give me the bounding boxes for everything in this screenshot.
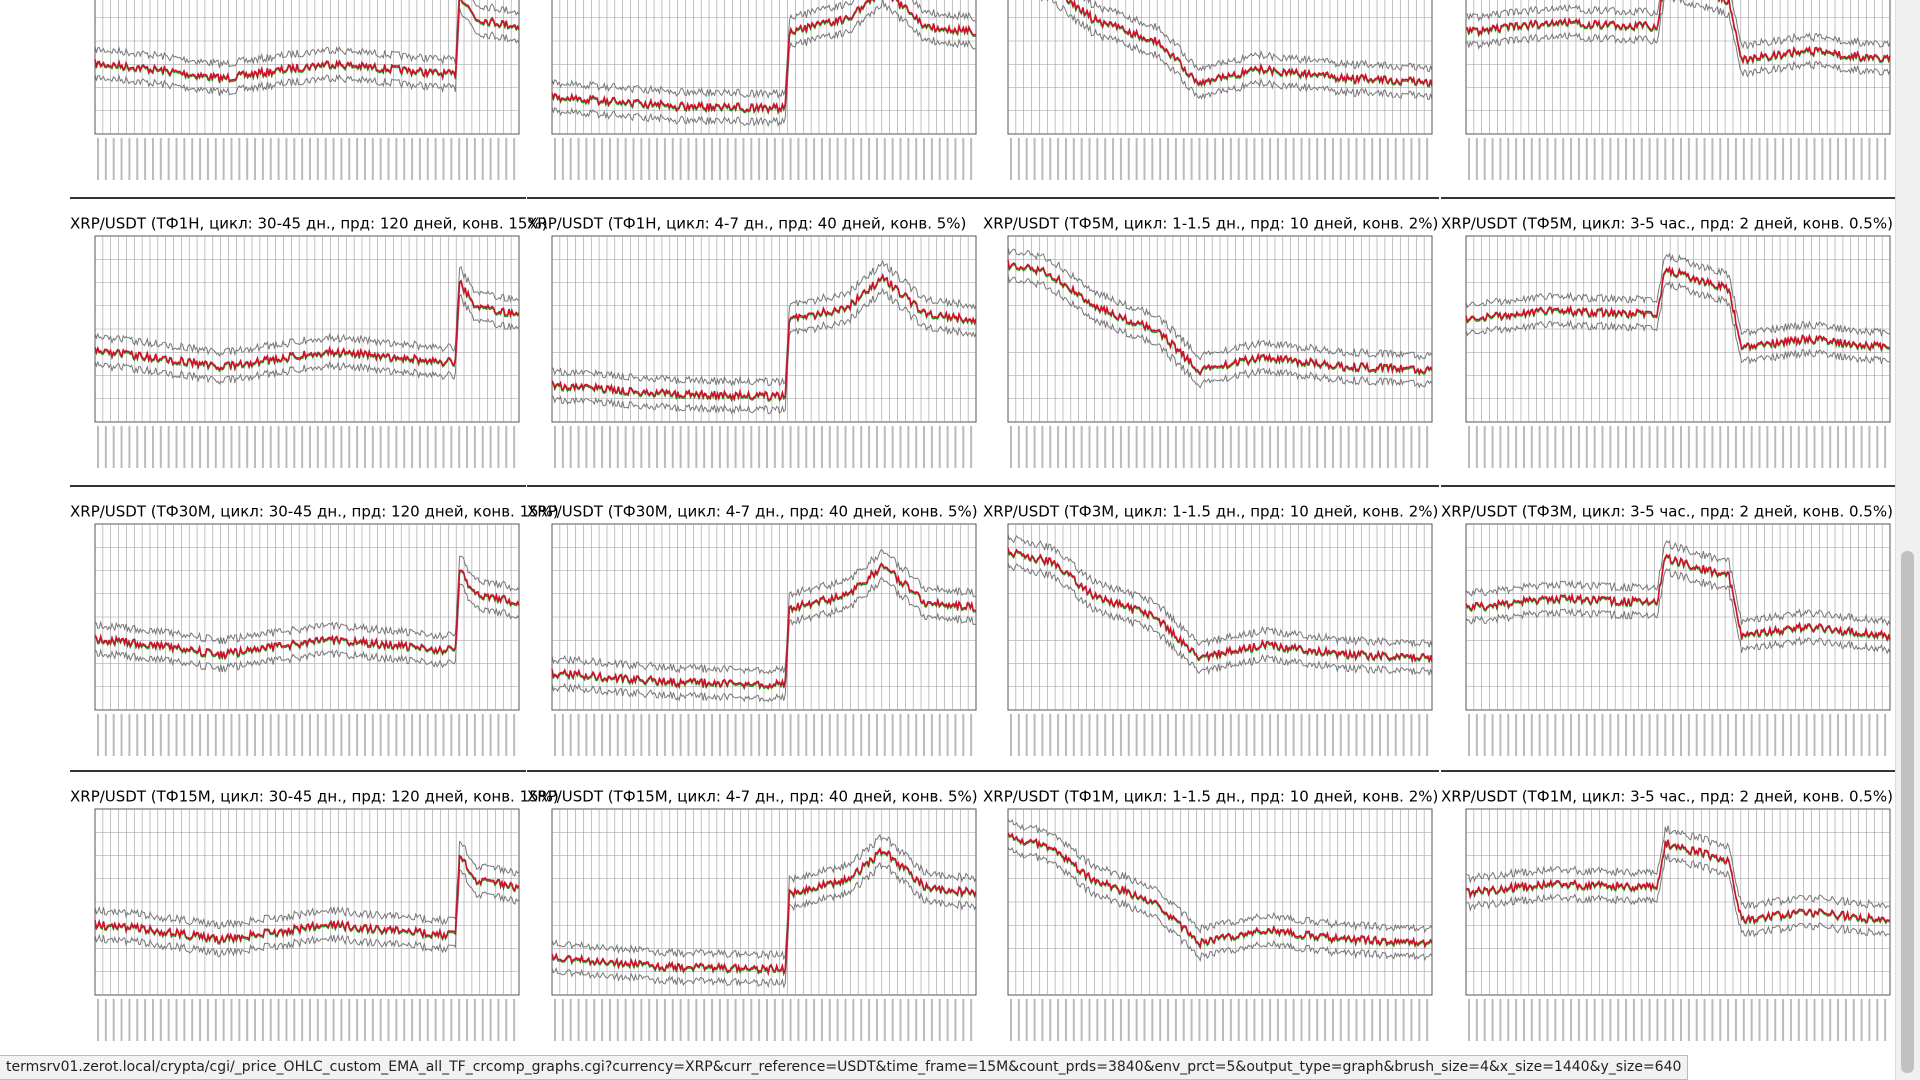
- chart-panel: XRP/USDT (ТФ1M, цикл: 3-5 час., прд: 2 д…: [1441, 770, 1895, 1041]
- status-bar: termsrv01.zerot.local/crypta/cgi/_price_…: [0, 1055, 1689, 1080]
- envelope-upper: [1465, 0, 1891, 50]
- envelope-lower: [94, 7, 520, 96]
- envelope-upper: [94, 555, 520, 645]
- chart-panel: [1007, 0, 1433, 180]
- chart-panel: XRP/USDT (ТФ5M, цикл: 3-5 час., прд: 2 д…: [1441, 197, 1895, 468]
- price-red: [94, 0, 520, 82]
- chart-panel: XRP/USDT (ТФ30M, цикл: 4-7 дн., прд: 40 …: [527, 485, 983, 756]
- envelope-upper: [1465, 540, 1891, 627]
- chart-title: XRP/USDT (ТФ30M, цикл: 4-7 дн., прд: 40 …: [527, 503, 978, 521]
- envelope-lower: [94, 293, 520, 385]
- envelope-upper: [94, 265, 520, 357]
- chart-panel: XRP/USDT (ТФ5M, цикл: 1-1.5 дн., прд: 10…: [983, 197, 1439, 468]
- envelope-upper: [94, 0, 520, 68]
- envelope-upper: [1007, 818, 1433, 935]
- chart-title: XRP/USDT (ТФ15M, цикл: 30-45 дн., прд: 1…: [70, 788, 559, 806]
- envelope-lower: [94, 868, 520, 958]
- price-red: [551, 272, 977, 402]
- envelope-lower: [1040, 0, 1433, 101]
- envelope-lower: [1466, 853, 1891, 938]
- scroll-thumb[interactable]: [1901, 551, 1914, 1073]
- envelope-upper: [551, 259, 977, 387]
- envelope-lower: [551, 576, 977, 703]
- envelope-lower: [1007, 846, 1433, 963]
- chart-title: XRP/USDT (ТФ15M, цикл: 4-7 дн., прд: 40 …: [527, 788, 978, 806]
- envelope-lower: [551, 287, 977, 415]
- envelope-upper: [1007, 245, 1433, 361]
- envelope-upper: [551, 548, 977, 675]
- envelope-lower: [1465, 568, 1891, 655]
- price-red: [551, 562, 977, 690]
- chart-title: XRP/USDT (ТФ1H, цикл: 4-7 дн., прд: 40 д…: [527, 215, 966, 233]
- envelope-lower: [1007, 561, 1433, 676]
- envelope-upper: [551, 833, 977, 961]
- chart-title: XRP/USDT (ТФ3M, цикл: 1-1.5 дн., прд: 10…: [983, 503, 1438, 521]
- chart-title: XRP/USDT (ТФ1M, цикл: 1-1.5 дн., прд: 10…: [983, 788, 1438, 806]
- chart-title: XRP/USDT (ТФ5M, цикл: 3-5 час., прд: 2 д…: [1441, 215, 1893, 233]
- chart-panel: XRP/USDT (ТФ1H, цикл: 30-45 дн., прд: 12…: [70, 197, 548, 468]
- chart-panel: XRP/USDT (ТФ3M, цикл: 3-5 час., прд: 2 д…: [1441, 485, 1895, 756]
- chart-title: XRP/USDT (ТФ1H, цикл: 30-45 дн., прд: 12…: [70, 215, 548, 233]
- chart-title: XRP/USDT (ТФ30M, цикл: 30-45 дн., прд: 1…: [70, 503, 559, 521]
- envelope-lower: [551, 0, 977, 128]
- chart-title: XRP/USDT (ТФ1M, цикл: 3-5 час., прд: 2 д…: [1441, 788, 1893, 806]
- envelope-upper: [94, 840, 520, 930]
- chart-panel: [551, 0, 977, 180]
- price-red: [1465, 553, 1891, 642]
- envelope-upper: [1007, 533, 1433, 648]
- price-red: [551, 0, 977, 115]
- envelope-lower: [1465, 0, 1891, 78]
- chart-title: XRP/USDT (ТФ5M, цикл: 1-1.5 дн., прд: 10…: [983, 215, 1438, 233]
- chart-panel: XRP/USDT (ТФ30M, цикл: 30-45 дн., прд: 1…: [70, 485, 559, 756]
- envelope-lower: [1007, 273, 1433, 389]
- price-red: [1465, 0, 1891, 65]
- envelope-upper: [551, 0, 977, 100]
- price-red: [94, 569, 520, 660]
- price-red: [1007, 832, 1433, 949]
- scrollbar[interactable]: [1895, 0, 1920, 1080]
- envelope-upper: [1083, 0, 1433, 73]
- price-red: [94, 279, 520, 372]
- price-red: [1466, 839, 1891, 925]
- chart-panel: [1465, 0, 1891, 180]
- chart-panel: XRP/USDT (ТФ15M, цикл: 30-45 дн., прд: 1…: [70, 770, 559, 1041]
- envelope-upper: [1466, 825, 1891, 910]
- chart-panel: [94, 0, 520, 180]
- price-red: [1007, 547, 1433, 664]
- chart-panel: XRP/USDT (ТФ1H, цикл: 4-7 дн., прд: 40 д…: [527, 197, 983, 468]
- envelope-lower: [94, 583, 520, 673]
- envelope-upper: [1465, 252, 1890, 337]
- chart-panel: XRP/USDT (ТФ15M, цикл: 4-7 дн., прд: 40 …: [527, 770, 983, 1041]
- chart-panel: XRP/USDT (ТФ3M, цикл: 1-1.5 дн., прд: 10…: [983, 485, 1439, 756]
- price-red: [551, 846, 977, 976]
- price-red: [94, 854, 520, 944]
- envelope-lower: [1465, 280, 1890, 365]
- price-red: [1066, 0, 1433, 87]
- envelope-lower: [551, 861, 977, 989]
- price-red: [1007, 259, 1433, 376]
- price-red: [1465, 265, 1890, 352]
- chart-panel: XRP/USDT (ТФ1M, цикл: 1-1.5 дн., прд: 10…: [983, 770, 1439, 1041]
- chart-title: XRP/USDT (ТФ3M, цикл: 3-5 час., прд: 2 д…: [1441, 503, 1893, 521]
